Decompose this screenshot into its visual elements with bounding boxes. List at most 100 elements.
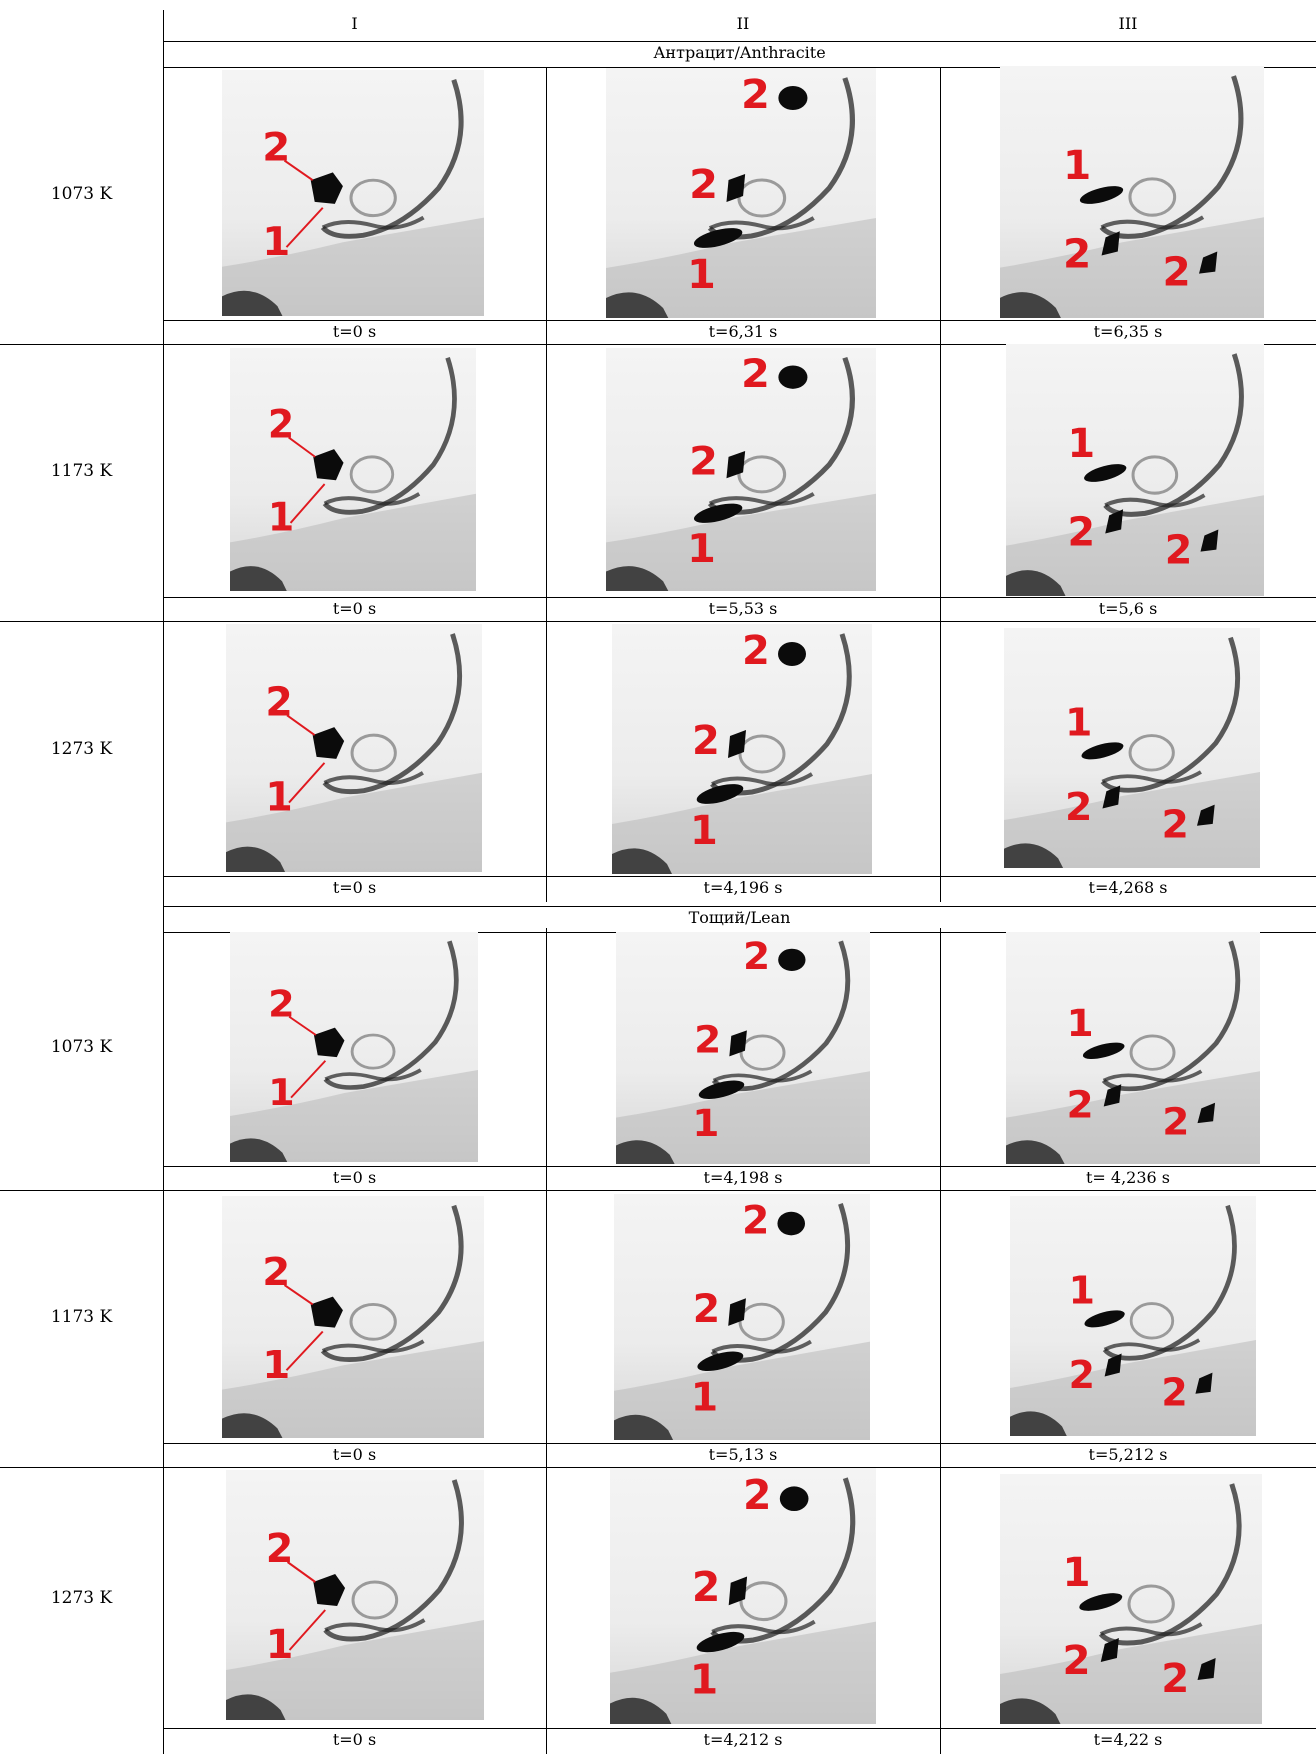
table-rule <box>546 344 547 621</box>
video-frame: 1 2 2 <box>1000 66 1264 318</box>
marker-1: 1 <box>687 251 716 298</box>
particle-image: 22 1 <box>606 348 876 591</box>
section-rule <box>163 41 1316 42</box>
table-rule <box>940 1190 941 1467</box>
particle-image: 22 1 <box>616 932 870 1164</box>
temperature-label: 1173 K <box>50 460 113 481</box>
time-label: t=6,31 s <box>708 322 778 341</box>
video-frame: 1 2 2 <box>1004 628 1260 868</box>
marker-2: 2 <box>266 1526 294 1572</box>
marker-2: 2 <box>692 718 720 764</box>
time-label: t=0 s <box>332 1168 377 1187</box>
marker-2: 2 <box>742 628 770 674</box>
time-rule <box>163 1728 1316 1729</box>
time-label: t=0 s <box>332 878 377 897</box>
marker-2: 2 <box>1063 230 1091 278</box>
particle-image: 21 <box>226 1470 484 1720</box>
marker-1: 1 <box>268 1071 295 1114</box>
time-label: t=0 s <box>332 322 377 341</box>
time-label: t=5,53 s <box>708 599 778 618</box>
marker-1: 1 <box>268 495 294 541</box>
column-header-3: III <box>1118 14 1138 33</box>
time-label: t=0 s <box>332 1445 377 1464</box>
marker-2: 2 <box>1067 1084 1094 1127</box>
time-label: t=0 s <box>332 599 377 618</box>
marker-2: 2 <box>742 1197 769 1243</box>
section-header: Антрацит/Anthracite <box>653 43 826 62</box>
time-label: t=4,268 s <box>1088 878 1168 897</box>
particle-image: 21 <box>230 932 478 1162</box>
particle-image: 22 1 <box>612 624 872 874</box>
table-rule <box>940 1467 941 1754</box>
marker-2: 2 <box>1062 1638 1090 1684</box>
table-rule <box>546 928 547 1190</box>
marker-2: 2 <box>689 440 718 484</box>
table-rule <box>546 1190 547 1467</box>
marker-1: 1 <box>1068 421 1096 467</box>
time-label: t=5,6 s <box>1098 599 1158 618</box>
marker-2: 2 <box>743 1471 771 1519</box>
time-label: t=4,198 s <box>703 1168 783 1187</box>
table-rule <box>940 344 941 621</box>
marker-1: 1 <box>265 774 292 820</box>
column-header-1: I <box>351 14 358 33</box>
temperature-label: 1073 K <box>50 183 113 204</box>
marker-2: 2 <box>1165 527 1193 573</box>
row-rule <box>0 621 1316 622</box>
table-left-rule <box>163 10 164 1754</box>
video-frame: 1 2 2 <box>1006 344 1264 596</box>
time-label: t=4,22 s <box>1093 1730 1163 1749</box>
particle-image: 1 2 2 <box>1000 66 1264 318</box>
time-rule <box>163 1443 1316 1444</box>
marker-2: 2 <box>693 1286 720 1332</box>
time-label: t=5,13 s <box>708 1445 778 1464</box>
video-frame: 1 2 2 <box>1006 932 1260 1164</box>
marker-1: 1 <box>691 1374 718 1420</box>
table-rule <box>940 928 941 1190</box>
marker-2: 2 <box>694 1019 721 1062</box>
marker-2: 2 <box>1161 1370 1187 1414</box>
marker-2: 2 <box>741 71 770 118</box>
particle-image: 21 <box>222 70 484 316</box>
section-header: Тощий/Lean <box>688 908 791 927</box>
time-label: t=4,212 s <box>703 1730 783 1749</box>
marker-2: 2 <box>1069 1353 1095 1397</box>
marker-2: 2 <box>741 352 770 396</box>
time-label: t=5,212 s <box>1088 1445 1168 1464</box>
particle-image: 1 2 2 <box>1006 344 1264 596</box>
video-frame: 1 2 2 <box>1000 1474 1262 1724</box>
row-rule <box>0 1467 1316 1468</box>
section-rule <box>163 67 1316 68</box>
marker-1: 1 <box>1063 141 1091 189</box>
marker-2: 2 <box>265 679 292 725</box>
table-rule <box>546 621 547 902</box>
particle-image: 22 1 <box>610 1468 876 1724</box>
marker-1: 1 <box>262 1343 290 1388</box>
particle-image: 22 1 <box>606 68 876 318</box>
marker-2: 2 <box>743 935 770 978</box>
particle-image: 21 <box>230 348 476 591</box>
marker-2: 2 <box>1065 785 1092 829</box>
marker-2: 2 <box>692 1563 720 1611</box>
marker-1: 1 <box>262 219 290 264</box>
marker-1: 1 <box>690 808 718 854</box>
marker-1: 1 <box>690 1655 718 1703</box>
table-rule <box>546 67 547 344</box>
marker-2: 2 <box>1068 509 1096 555</box>
time-label: t= 4,236 s <box>1085 1168 1171 1187</box>
particle-image: 1 2 2 <box>1000 1474 1262 1724</box>
column-header-2: II <box>736 14 750 33</box>
time-label: t=0 s <box>332 1730 377 1749</box>
time-label: t=6,35 s <box>1093 322 1163 341</box>
marker-2: 2 <box>1162 803 1189 847</box>
